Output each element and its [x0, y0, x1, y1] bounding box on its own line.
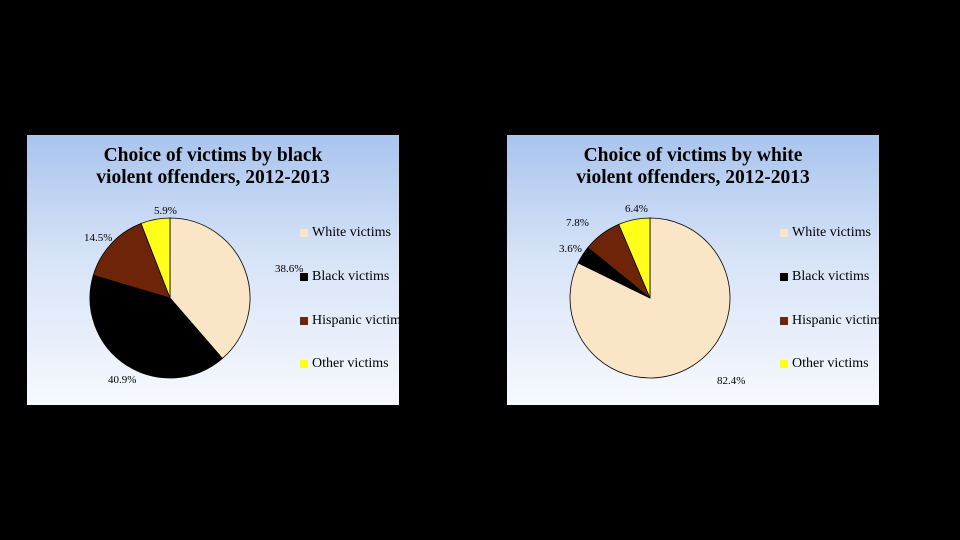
legend-label: Black victims	[312, 269, 390, 284]
legend-swatch	[780, 360, 788, 368]
legend-label: White victims	[312, 225, 391, 240]
data-label: 14.5%	[84, 232, 112, 244]
pie-slice-other-victims	[618, 217, 651, 299]
data-label: 38.6%	[275, 263, 303, 275]
data-label: 5.9%	[154, 205, 177, 217]
chart-panel-black-offenders: Choice of victims by black violent offen…	[27, 135, 407, 405]
legend-swatch	[780, 273, 788, 281]
pie-slice-black-victims	[89, 274, 223, 379]
pie-slice-other-victims	[140, 217, 171, 299]
legend-label: Hispanic victims	[792, 313, 887, 328]
legend-label: Hispanic victims	[312, 313, 407, 328]
legend-swatch	[300, 360, 308, 368]
chart-title: Choice of victims by black violent offen…	[96, 145, 330, 188]
legend-label: White victims	[792, 225, 871, 240]
legend-swatch	[780, 317, 788, 325]
chart-title: Choice of victims by white violent offen…	[576, 145, 810, 188]
data-label: 82.4%	[717, 375, 745, 387]
data-label: 3.6%	[559, 243, 582, 255]
legend-swatch	[780, 229, 788, 237]
legend-swatch	[300, 273, 308, 281]
chart-panel-white-offenders: Choice of victims by white violent offen…	[507, 135, 887, 405]
legend-swatch	[300, 317, 308, 325]
legend-label: Other victims	[792, 356, 869, 371]
pie-chart: 38.6% 40.9% 14.5% 5.9%	[84, 205, 303, 386]
pie-slice-white-victims	[169, 217, 251, 360]
pie-chart: 82.4% 3.6% 7.8% 6.4%	[559, 203, 745, 387]
legend-label: Black victims	[792, 269, 870, 284]
data-label: 7.8%	[566, 217, 589, 229]
pie-slice-hispanic-victims	[92, 222, 171, 299]
data-label: 40.9%	[108, 374, 136, 386]
data-label: 6.4%	[625, 203, 648, 215]
legend-swatch	[300, 229, 308, 237]
legend-label: Other victims	[312, 356, 389, 371]
